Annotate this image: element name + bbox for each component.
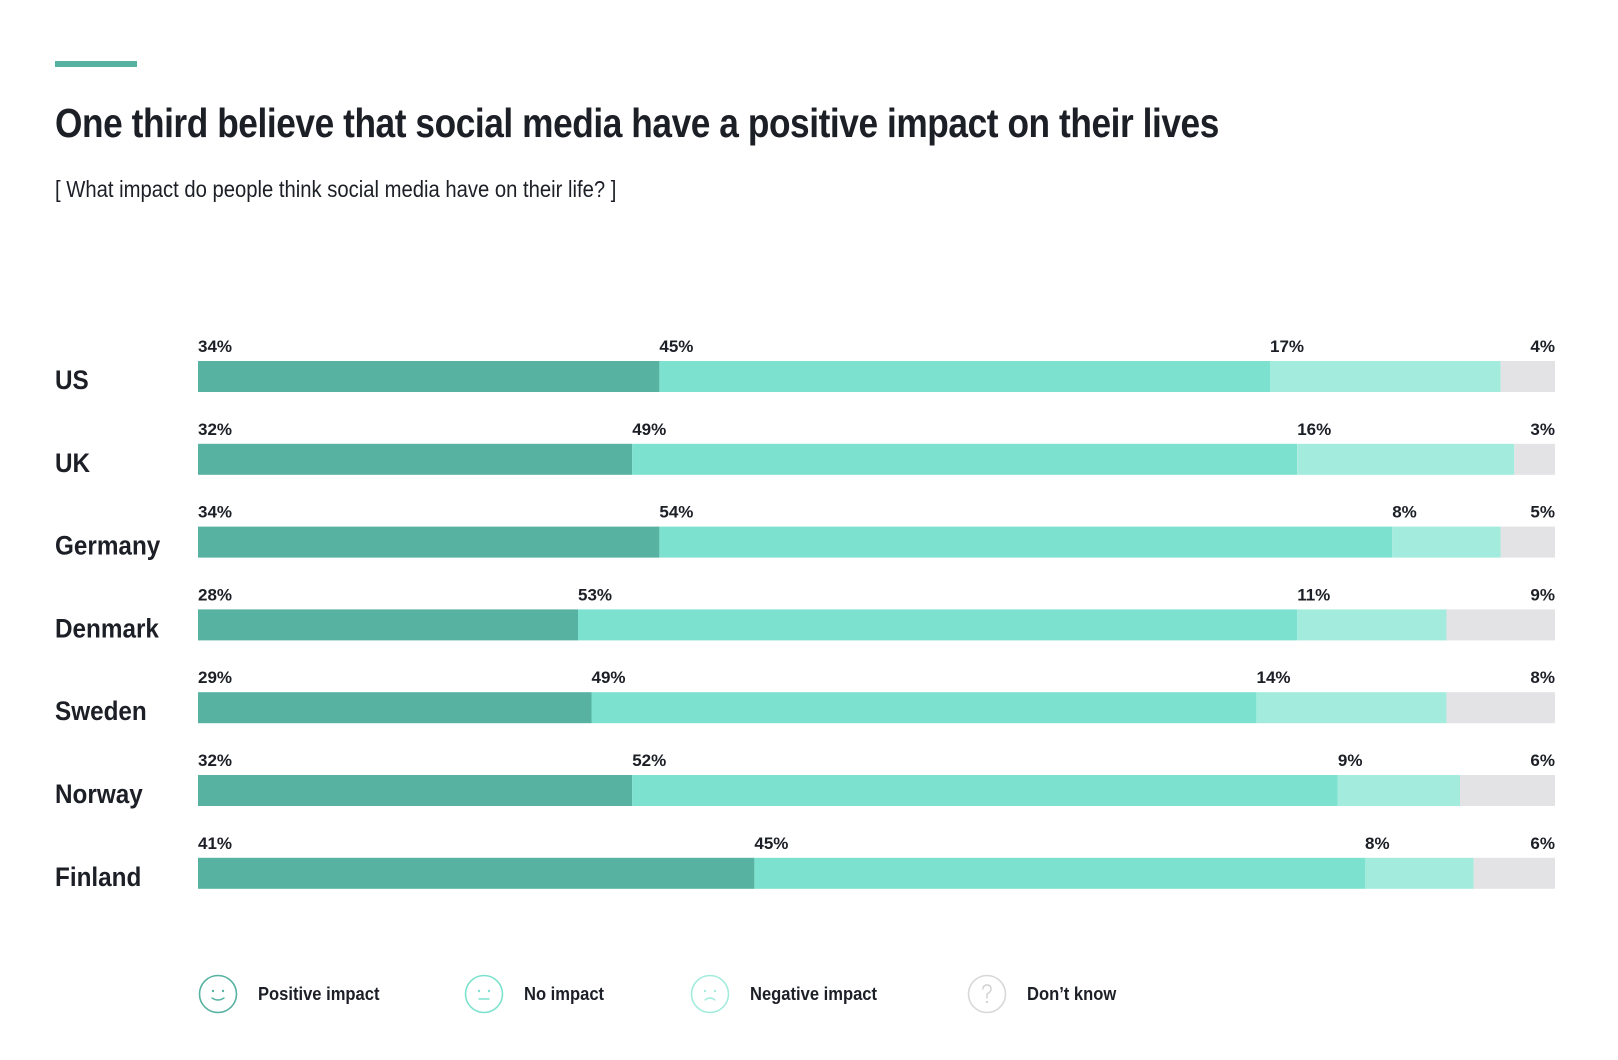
bar-segment-dont-know: [1500, 361, 1555, 392]
category-label: UK: [55, 449, 91, 478]
bar-segment-no-impact: [591, 692, 1257, 724]
category-label: US: [55, 366, 89, 395]
data-label: 8%: [1365, 834, 1390, 853]
data-label: 14%: [1257, 668, 1291, 687]
bar-segment-negative: [1337, 775, 1460, 806]
bar-segment-negative: [1270, 361, 1501, 392]
bar-segment-positive: [198, 609, 578, 641]
smiley-happy-icon: [198, 974, 238, 1014]
smiley-neutral-icon: [464, 974, 504, 1014]
data-label: 34%: [198, 503, 232, 522]
legend-item-dont-know: Don’t know: [967, 974, 1167, 1014]
category-label: Norway: [55, 780, 143, 809]
bar-segment-dont-know: [1514, 443, 1555, 475]
legend-label: Negative impact: [750, 983, 878, 1004]
bar-row-norway: Norway 32% 52% 9% 6%: [55, 751, 1555, 809]
data-label: 6%: [1530, 834, 1555, 853]
bar-segment-negative: [1365, 857, 1474, 889]
legend-item-negative: Negative impact: [690, 974, 967, 1014]
bar-segment-no-impact: [659, 361, 1270, 392]
legend-label: No impact: [524, 983, 605, 1004]
data-label: 8%: [1392, 503, 1417, 522]
bar-row-us: US 34% 45% 17% 4%: [55, 337, 1555, 395]
stacked-bar-chart: US 34% 45% 17% 4% UK 32% 49% 16% 3% Germany 34% 54% 8…: [55, 337, 1555, 892]
bar-segment-positive: [198, 443, 633, 475]
bar-segment-no-impact: [754, 857, 1365, 889]
data-label: 52%: [632, 751, 666, 770]
data-label: 34%: [198, 337, 232, 356]
data-label: 32%: [198, 420, 232, 439]
bar-segment-no-impact: [659, 526, 1393, 558]
bar-segment-positive: [198, 775, 633, 806]
bar-segment-dont-know: [1500, 526, 1555, 558]
bar-segment-positive: [198, 857, 755, 889]
data-label: 32%: [198, 751, 232, 770]
data-label: 28%: [198, 585, 232, 604]
data-label: 4%: [1530, 337, 1555, 356]
chart-subtitle: [ What impact do people think social med…: [55, 176, 617, 202]
legend-item-positive: Positive impact: [198, 974, 464, 1014]
smiley-sad-icon: [690, 974, 730, 1014]
data-label: 45%: [754, 834, 788, 853]
data-label: 17%: [1270, 337, 1304, 356]
bar-segment-positive: [198, 526, 660, 558]
data-label: 54%: [659, 503, 693, 522]
bar-row-finland: Finland 41% 45% 8% 6%: [55, 834, 1555, 892]
data-label: 49%: [592, 668, 626, 687]
bar-segment-positive: [198, 361, 660, 392]
data-label: 29%: [198, 668, 232, 687]
data-label: 53%: [578, 585, 612, 604]
category-label: Denmark: [55, 614, 160, 643]
category-label: Finland: [55, 863, 141, 892]
bar-segment-positive: [198, 692, 592, 724]
data-label: 5%: [1530, 503, 1555, 522]
data-label: 16%: [1297, 420, 1331, 439]
bar-segment-dont-know: [1446, 692, 1555, 724]
bar-segment-dont-know: [1473, 857, 1555, 889]
data-label: 8%: [1530, 668, 1555, 687]
bar-row-sweden: Sweden 29% 49% 14% 8%: [55, 668, 1555, 727]
bar-row-germany: Germany 34% 54% 8% 5%: [55, 503, 1555, 561]
data-label: 49%: [632, 420, 666, 439]
title-accent-bar: [55, 61, 137, 67]
question-mark-icon: [967, 974, 1007, 1014]
category-label: Germany: [55, 531, 161, 560]
data-label: 9%: [1338, 751, 1363, 770]
bar-segment-negative: [1256, 692, 1447, 724]
legend-label: Don’t know: [1027, 983, 1117, 1004]
legend-item-no-impact: No impact: [464, 974, 690, 1014]
chart-legend: Positive impact No impact Negative impac…: [198, 972, 1167, 1016]
bar-row-denmark: Denmark 28% 53% 11% 9%: [55, 585, 1555, 644]
category-label: Sweden: [55, 697, 147, 726]
data-label: 9%: [1530, 585, 1555, 604]
data-label: 45%: [659, 337, 693, 356]
bar-segment-no-impact: [578, 609, 1298, 641]
chart-title: One third believe that social media have…: [55, 100, 1219, 146]
bar-segment-dont-know: [1460, 775, 1555, 806]
bar-segment-no-impact: [632, 443, 1298, 475]
bar-row-uk: UK 32% 49% 16% 3%: [55, 420, 1555, 478]
bar-segment-negative: [1297, 609, 1447, 641]
data-label: 3%: [1530, 420, 1555, 439]
bar-segment-negative: [1392, 526, 1501, 558]
bar-segment-dont-know: [1446, 609, 1555, 641]
legend-label: Positive impact: [258, 983, 380, 1004]
data-label: 41%: [198, 834, 232, 853]
data-label: 6%: [1530, 751, 1555, 770]
bar-segment-no-impact: [632, 775, 1338, 806]
data-label: 11%: [1297, 585, 1330, 604]
bar-segment-negative: [1297, 443, 1515, 475]
